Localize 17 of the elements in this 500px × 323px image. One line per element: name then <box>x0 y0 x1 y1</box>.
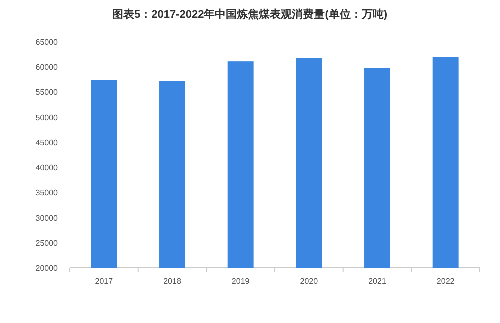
y-tick-label: 40000 <box>36 164 59 173</box>
y-tick-label: 60000 <box>36 63 59 72</box>
y-tick-label: 20000 <box>36 264 59 273</box>
y-tick-label: 55000 <box>36 88 59 98</box>
x-tick-label: 2020 <box>300 277 319 286</box>
y-tick-label: 30000 <box>36 214 59 223</box>
chart-title: 图表5：2017-2022年中国炼焦煤表观消费量(单位：万吨) <box>112 8 388 21</box>
x-tick-label: 2022 <box>436 277 456 286</box>
x-tick-label: 2019 <box>232 277 250 286</box>
x-tick-label: 2018 <box>164 277 182 286</box>
y-tick-label: 50000 <box>36 113 59 122</box>
x-tick-label: 2017 <box>95 277 114 286</box>
y-tick-label: 65000 <box>36 38 59 47</box>
x-tick-label: 2021 <box>368 277 387 286</box>
y-tick-label: 45000 <box>36 138 59 148</box>
y-tick-label: 25000 <box>36 238 59 248</box>
y-tick-label: 35000 <box>36 188 59 198</box>
